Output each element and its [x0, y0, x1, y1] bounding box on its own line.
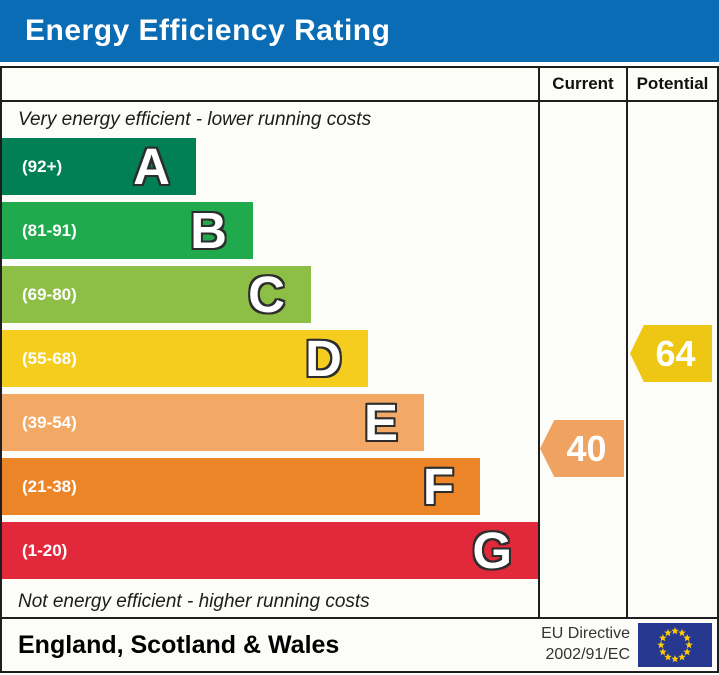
band-d-letter: D	[305, 330, 342, 387]
band-g: (1-20) G	[2, 522, 538, 579]
potential-rating-column: 64	[628, 102, 717, 617]
band-c: (69-80) C	[2, 266, 311, 323]
region-label: England, Scotland & Wales	[18, 630, 340, 659]
band-a-range: (92+)	[22, 156, 63, 176]
bottom-caption: Not energy efficient - higher running co…	[18, 590, 370, 612]
page-title: Energy Efficiency Rating	[25, 14, 391, 47]
band-d: (55-68) D	[2, 330, 368, 387]
chart-frame: Current Potential Very energy efficient …	[0, 66, 719, 673]
chart-title-bar: Energy Efficiency Rating	[0, 0, 719, 62]
eu-directive-label: EU Directive 2002/91/EC	[541, 624, 630, 666]
current-rating-column: 40	[540, 102, 628, 617]
column-header-row: Current Potential	[2, 68, 717, 102]
potential-column-header: Potential	[636, 74, 709, 93]
band-f-letter: F	[422, 458, 454, 515]
band-a-letter: A	[133, 138, 170, 195]
band-b-range: (81-91)	[22, 220, 77, 240]
band-c-range: (69-80)	[22, 284, 77, 304]
band-c-letter: C	[248, 266, 285, 323]
current-rating-value: 40	[566, 427, 607, 469]
band-e-range: (39-54)	[22, 412, 77, 432]
potential-rating-badge: 64	[630, 325, 712, 382]
current-rating-badge: 40	[540, 420, 624, 477]
band-d-range: (55-68)	[22, 348, 77, 368]
band-e: (39-54) E	[2, 394, 424, 451]
band-g-range: (1-20)	[22, 540, 68, 560]
band-a: (92+) A	[2, 138, 196, 195]
band-b-letter: B	[190, 202, 227, 259]
eu-directive-line2: 2002/91/EC	[545, 646, 630, 663]
top-caption: Very energy efficient - lower running co…	[18, 109, 372, 130]
potential-rating-value: 64	[655, 332, 696, 374]
current-column-header: Current	[540, 68, 628, 100]
chart-body: Very energy efficient - lower running co…	[2, 102, 717, 617]
band-f-range: (21-38)	[22, 476, 77, 496]
band-f: (21-38) F	[2, 458, 480, 515]
eu-directive-line1: EU Directive	[541, 625, 630, 643]
eu-flag-icon	[638, 623, 712, 667]
chart-footer: England, Scotland & Wales EU Directive 2…	[2, 617, 717, 671]
scale-header-spacer	[2, 68, 540, 100]
rating-scale-column: Very energy efficient - lower running co…	[2, 102, 540, 617]
band-e-letter: E	[363, 394, 398, 451]
band-b: (81-91) B	[2, 202, 253, 259]
band-g-letter: G	[472, 522, 512, 579]
